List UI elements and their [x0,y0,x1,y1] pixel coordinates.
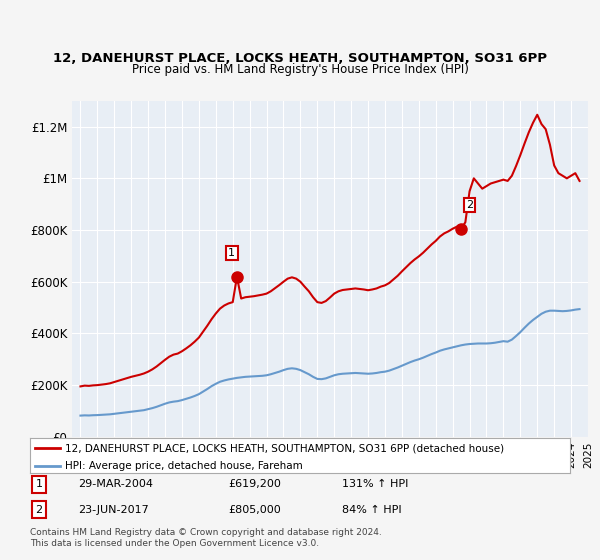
Text: 84% ↑ HPI: 84% ↑ HPI [342,505,401,515]
Text: £805,000: £805,000 [228,505,281,515]
Text: 29-MAR-2004: 29-MAR-2004 [78,479,153,489]
Text: 1: 1 [229,248,235,258]
Text: 12, DANEHURST PLACE, LOCKS HEATH, SOUTHAMPTON, SO31 6PP (detached house): 12, DANEHURST PLACE, LOCKS HEATH, SOUTHA… [65,444,504,454]
Text: £619,200: £619,200 [228,479,281,489]
Text: 23-JUN-2017: 23-JUN-2017 [78,505,149,515]
Text: 1: 1 [35,479,43,489]
Text: HPI: Average price, detached house, Fareham: HPI: Average price, detached house, Fare… [65,461,303,472]
Text: Contains HM Land Registry data © Crown copyright and database right 2024.
This d: Contains HM Land Registry data © Crown c… [30,528,382,548]
Text: 2: 2 [466,200,473,210]
Text: 12, DANEHURST PLACE, LOCKS HEATH, SOUTHAMPTON, SO31 6PP: 12, DANEHURST PLACE, LOCKS HEATH, SOUTHA… [53,52,547,66]
Text: 131% ↑ HPI: 131% ↑ HPI [342,479,409,489]
Text: Price paid vs. HM Land Registry's House Price Index (HPI): Price paid vs. HM Land Registry's House … [131,63,469,77]
Text: 2: 2 [35,505,43,515]
